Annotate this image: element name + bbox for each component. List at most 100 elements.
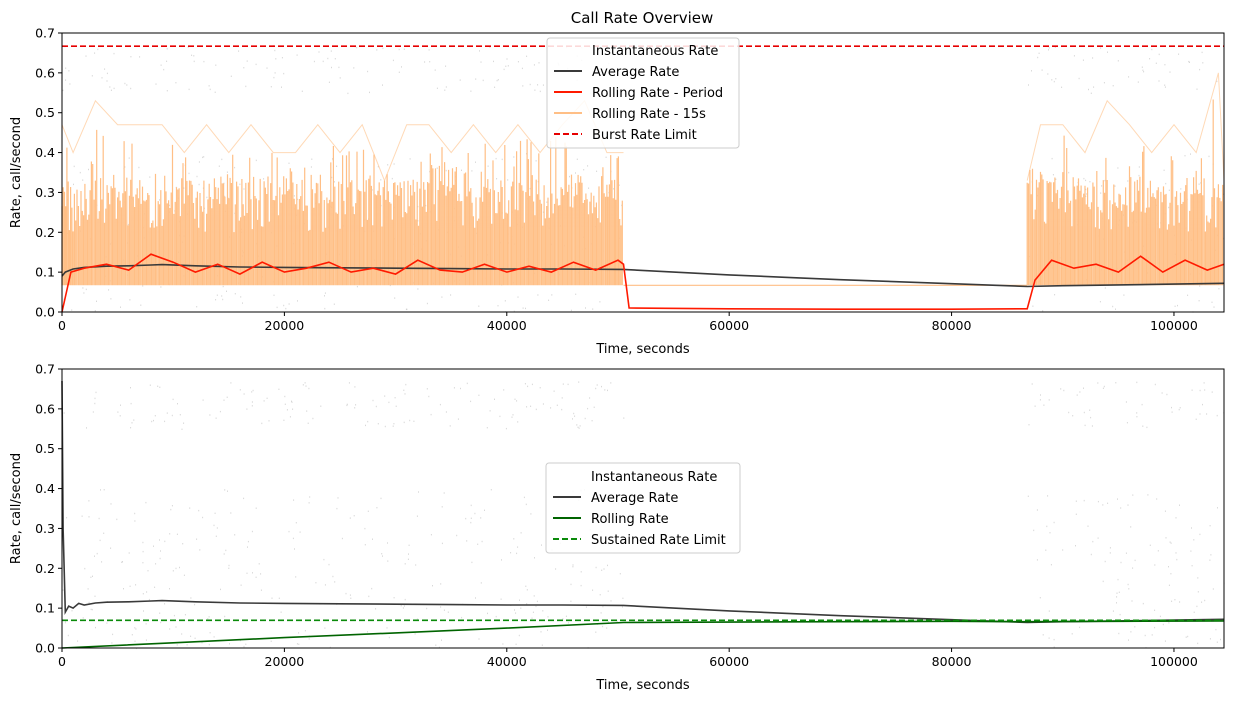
instantaneous-point — [478, 638, 480, 640]
instantaneous-point — [1154, 383, 1156, 386]
instantaneous-point — [127, 223, 129, 226]
instantaneous-point — [155, 563, 157, 565]
top-legend-item-instantaneous: Instantaneous Rate — [592, 44, 718, 59]
y-tick-label: 0.5 — [35, 441, 55, 456]
bottom-legend-box — [545, 462, 741, 554]
instantaneous-point — [382, 555, 383, 557]
instantaneous-point — [1107, 51, 1108, 53]
instantaneous-point — [154, 586, 156, 588]
instantaneous-point — [149, 176, 151, 178]
instantaneous-point — [215, 417, 217, 419]
instantaneous-point — [395, 405, 397, 407]
instantaneous-point — [426, 607, 428, 610]
instantaneous-point — [310, 166, 312, 168]
instantaneous-point — [377, 423, 379, 425]
instantaneous-point — [1051, 79, 1053, 81]
instantaneous-point — [507, 179, 509, 181]
instantaneous-point — [1198, 183, 1200, 185]
instantaneous-point — [230, 75, 232, 77]
instantaneous-point — [1165, 537, 1167, 539]
instantaneous-point — [405, 308, 407, 310]
instantaneous-point — [486, 427, 488, 429]
instantaneous-point — [417, 205, 419, 208]
instantaneous-point — [1117, 498, 1118, 500]
instantaneous-point — [537, 84, 539, 86]
instantaneous-point — [255, 63, 257, 66]
instantaneous-point — [1112, 610, 1114, 612]
top-plot-frame — [61, 32, 1225, 313]
instantaneous-point — [207, 618, 209, 620]
instantaneous-point — [87, 588, 89, 590]
instantaneous-point — [333, 181, 335, 183]
instantaneous-point — [322, 60, 324, 63]
instantaneous-point — [1138, 166, 1140, 168]
instantaneous-point — [252, 389, 254, 392]
top-legend-item-burst-limit: Burst Rate Limit — [592, 128, 697, 143]
instantaneous-point — [157, 385, 159, 387]
instantaneous-point — [1075, 513, 1077, 515]
instantaneous-point — [556, 404, 558, 406]
instantaneous-point — [541, 644, 543, 646]
instantaneous-point — [175, 82, 177, 84]
instantaneous-point — [1184, 155, 1186, 157]
instantaneous-point — [62, 89, 64, 92]
instantaneous-point — [292, 408, 294, 410]
instantaneous-point — [338, 66, 340, 69]
instantaneous-point — [263, 400, 265, 402]
instantaneous-point — [579, 425, 581, 427]
instantaneous-point — [575, 293, 577, 295]
instantaneous-point — [501, 158, 503, 161]
instantaneous-point — [135, 628, 137, 630]
instantaneous-point — [1171, 406, 1172, 409]
instantaneous-point — [382, 47, 384, 50]
x-tick-label: 100000 — [1150, 654, 1198, 669]
instantaneous-point — [403, 48, 405, 50]
instantaneous-point — [88, 168, 89, 171]
instantaneous-point — [275, 58, 277, 60]
instantaneous-point — [190, 597, 192, 599]
instantaneous-point — [1046, 525, 1048, 528]
instantaneous-point — [129, 585, 131, 587]
instantaneous-point — [273, 76, 275, 79]
instantaneous-point — [295, 576, 297, 578]
instantaneous-point — [618, 184, 620, 186]
instantaneous-point — [1134, 626, 1136, 628]
instantaneous-point — [428, 395, 430, 398]
instantaneous-point — [1211, 391, 1213, 393]
instantaneous-point — [392, 59, 394, 62]
instantaneous-point — [143, 610, 144, 612]
instantaneous-point — [94, 402, 96, 405]
instantaneous-point — [405, 383, 407, 386]
instantaneous-point — [1090, 92, 1092, 94]
instantaneous-point — [218, 165, 220, 167]
instantaneous-point — [429, 61, 431, 63]
instantaneous-point — [1104, 560, 1106, 563]
instantaneous-point — [414, 633, 416, 635]
instantaneous-point — [214, 91, 216, 93]
instantaneous-point — [312, 417, 314, 420]
instantaneous-point — [243, 645, 245, 648]
instantaneous-point — [602, 605, 604, 608]
instantaneous-point — [245, 643, 247, 645]
instantaneous-point — [539, 387, 541, 389]
instantaneous-point — [496, 178, 498, 180]
instantaneous-point — [493, 60, 494, 63]
instantaneous-point — [1158, 80, 1160, 82]
instantaneous-point — [517, 421, 519, 423]
instantaneous-point — [1218, 288, 1220, 290]
instantaneous-point — [263, 178, 265, 180]
instantaneous-point — [1169, 541, 1171, 543]
instantaneous-point — [1047, 495, 1049, 497]
instantaneous-point — [330, 50, 332, 52]
instantaneous-point — [517, 296, 519, 298]
instantaneous-point — [324, 292, 326, 294]
instantaneous-point — [113, 52, 115, 55]
instantaneous-point — [1088, 88, 1089, 91]
bottom-panel: 0 20000 40000 60000 80000 100000 0.0 0.1 0.2 0.3 0… — [9, 362, 1225, 693]
instantaneous-point — [245, 85, 247, 88]
instantaneous-point — [103, 489, 105, 491]
instantaneous-point — [430, 413, 432, 416]
instantaneous-point — [73, 183, 74, 186]
instantaneous-point — [1071, 633, 1073, 635]
instantaneous-point — [526, 406, 528, 408]
